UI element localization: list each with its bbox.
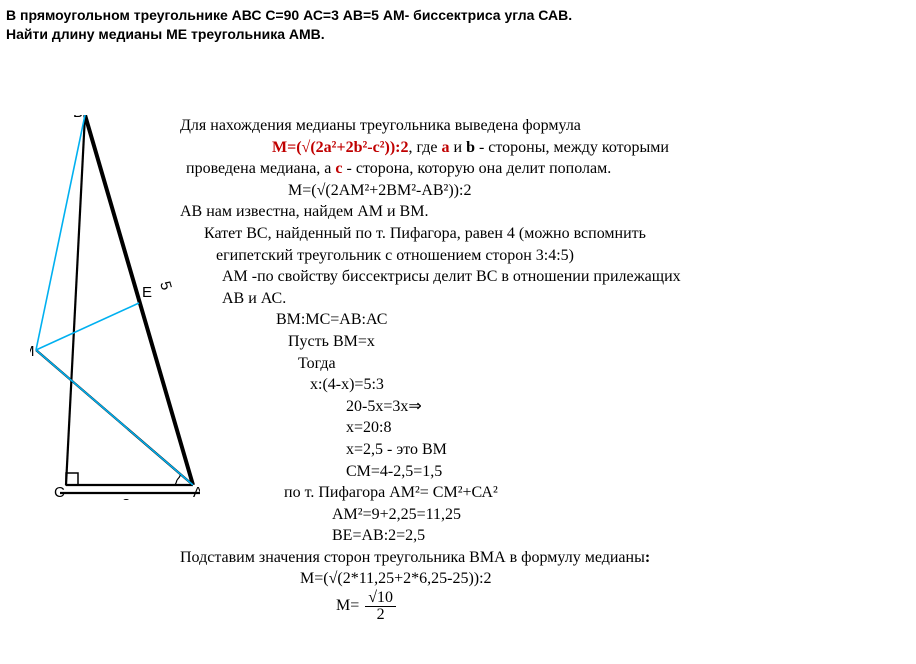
vertex-B: B <box>73 115 83 121</box>
sol-l2: М=(√(2a²+2b²-c²)):2, где a и b - стороны… <box>180 137 910 159</box>
sol-l21: Подставим значения сторон треугольника В… <box>180 547 910 569</box>
sol-l18: по т. Пифагора АМ²= СМ²+СА² <box>180 482 910 504</box>
solution-text: Для нахождения медианы треугольника выве… <box>180 115 910 623</box>
sol-l16: х=2,5 - это ВМ <box>180 439 910 461</box>
sol-l3: проведена медиана, а c - сторона, котору… <box>180 158 910 180</box>
edge-MB <box>36 115 85 350</box>
sol-l10: ВМ:МС=АВ:АС <box>180 309 910 331</box>
median-formula: М=(√(2a²+2b²-c²)):2 <box>272 139 408 156</box>
problem-statement: В прямоугольном треугольнике АВС С=90 АС… <box>6 6 572 44</box>
sol-l7: египетский треугольник с отношением стор… <box>180 245 910 267</box>
edge-AB <box>85 115 193 485</box>
sol-l5: АВ нам известна, найдем АМ и ВМ. <box>180 201 910 223</box>
fraction-sqrt10-over-2: √102 <box>365 590 396 623</box>
sol-l22: М=(√(2*11,25+2*6,25-25)):2 <box>180 568 910 590</box>
side-label-AB: 5 <box>156 279 175 292</box>
sol-l9: АВ и АС. <box>180 288 910 310</box>
edge-ME <box>36 303 139 350</box>
vertex-M: M <box>30 343 35 360</box>
sol-l23: М= √102 <box>180 590 910 623</box>
sol-l20: ВЕ=АВ:2=2,5 <box>180 525 910 547</box>
sol-l8: АМ -по свойству биссектрисы делит ВС в о… <box>180 266 910 288</box>
sol-l15: х=20:8 <box>180 417 910 439</box>
sol-l19: АМ²=9+2,25=11,25 <box>180 504 910 526</box>
triangle-diagram: 5 3 B C A M E <box>30 115 200 500</box>
sol-l11: Пусть ВМ=х <box>180 331 910 353</box>
edge-BC <box>66 115 85 485</box>
sol-l12: Тогда <box>180 353 910 375</box>
sol-l6: Катет ВС, найденный по т. Пифагора, раве… <box>180 223 910 245</box>
problem-line2: Найти длину медианы МЕ треугольника АМВ. <box>6 26 325 42</box>
edge-MA-accent <box>36 350 193 485</box>
sol-l4: М=(√(2АМ²+2ВМ²-АВ²)):2 <box>180 180 910 202</box>
sol-l1: Для нахождения медианы треугольника выве… <box>180 115 910 137</box>
right-angle-marker <box>66 473 78 485</box>
sol-l13: х:(4-х)=5:3 <box>180 374 910 396</box>
sol-l14: 20-5х=3х⇒ <box>180 396 910 418</box>
side-label-CA: 3 <box>122 496 130 500</box>
vertex-E: E <box>142 284 152 301</box>
problem-line1: В прямоугольном треугольнике АВС С=90 АС… <box>6 7 572 23</box>
sol-l17: СМ=4-2,5=1,5 <box>180 461 910 483</box>
